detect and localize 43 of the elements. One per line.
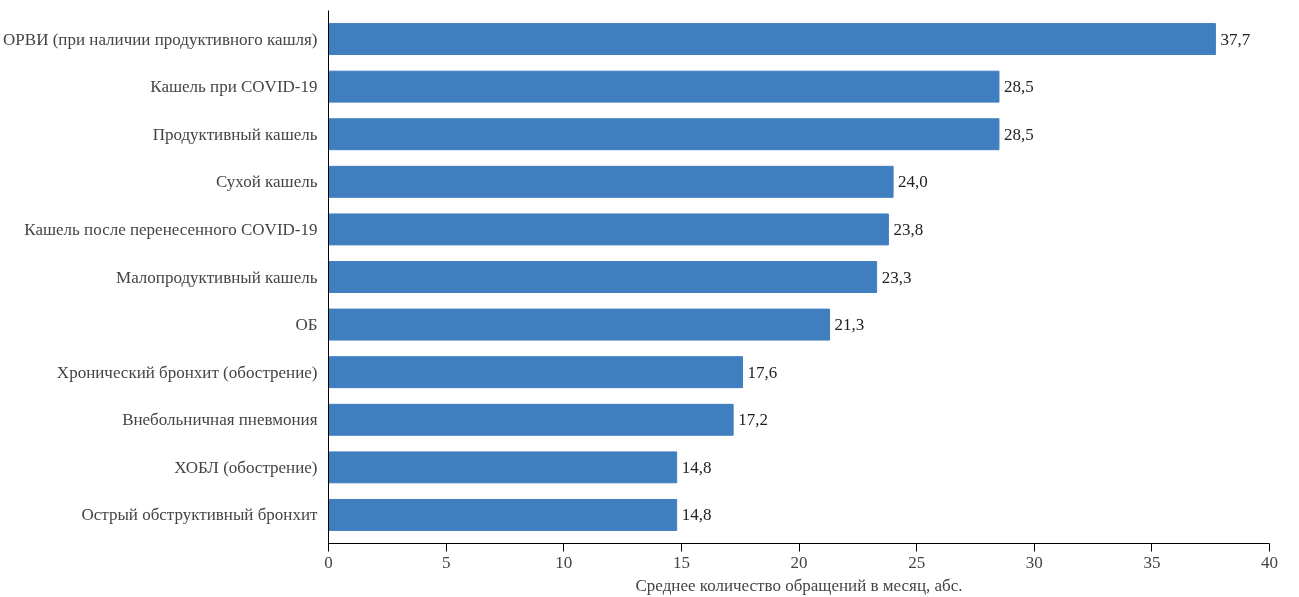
data-label: 28,5 xyxy=(1003,77,1034,97)
y-tick-label: Хронический бронхит (обострение) xyxy=(56,362,318,382)
bar xyxy=(328,451,678,484)
y-tick-label: Сухой кашель xyxy=(215,172,318,192)
data-label: 14,8 xyxy=(681,505,712,525)
bar xyxy=(328,213,889,246)
y-tick-label: ОБ xyxy=(295,315,318,335)
x-tick-label: 35 xyxy=(1143,552,1161,572)
x-tick-label: 0 xyxy=(324,552,333,572)
bar xyxy=(328,165,894,198)
y-tick-label: ОРВИ (при наличии продуктивного кашля) xyxy=(3,29,318,49)
data-label: 17,6 xyxy=(747,362,778,382)
bar xyxy=(328,118,1000,151)
bar xyxy=(328,498,678,531)
bar xyxy=(328,70,1000,103)
data-label: 23,3 xyxy=(881,267,912,287)
x-tick-label: 40 xyxy=(1261,552,1278,572)
data-label: 17,2 xyxy=(738,410,768,430)
data-label: 37,7 xyxy=(1220,29,1251,49)
y-tick-label: Продуктивный кашель xyxy=(152,124,318,144)
x-axis-title: Среднее количество обращений в месяц, абс. xyxy=(635,575,963,595)
x-tick-label: 10 xyxy=(555,552,573,572)
data-label: 21,3 xyxy=(834,315,865,335)
x-tick-label: 5 xyxy=(441,552,451,572)
x-tick-label: 15 xyxy=(672,552,690,572)
data-label: 24,0 xyxy=(898,172,928,192)
y-tick-label: Острый обструктивный бронхит xyxy=(81,505,319,525)
data-label: 23,8 xyxy=(893,219,924,239)
x-tick-label: 20 xyxy=(790,552,808,572)
y-tick-label: Кашель при COVID-19 xyxy=(150,77,318,97)
x-tick-label: 25 xyxy=(908,552,926,572)
data-label: 28,5 xyxy=(1003,124,1034,144)
x-tick-label: 30 xyxy=(1025,552,1043,572)
bar xyxy=(328,23,1216,56)
y-tick-label: Кашель после перенесенного COVID-19 xyxy=(24,219,318,239)
y-tick-label: Малопродуктивный кашель xyxy=(116,267,318,287)
bar xyxy=(328,308,831,341)
data-label: 14,8 xyxy=(681,457,712,477)
bar xyxy=(328,356,744,389)
y-tick-label: ХОБЛ (обострение) xyxy=(174,457,318,477)
y-tick-label: Внебольничная пневмония xyxy=(122,410,318,430)
bar xyxy=(328,403,734,436)
bar xyxy=(328,261,878,293)
